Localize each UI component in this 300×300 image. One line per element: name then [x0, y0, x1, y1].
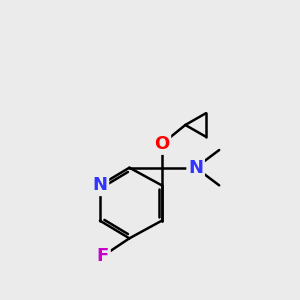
Text: N: N [188, 159, 203, 177]
Text: F: F [97, 247, 109, 265]
Text: O: O [154, 135, 170, 153]
Text: N: N [92, 176, 107, 194]
